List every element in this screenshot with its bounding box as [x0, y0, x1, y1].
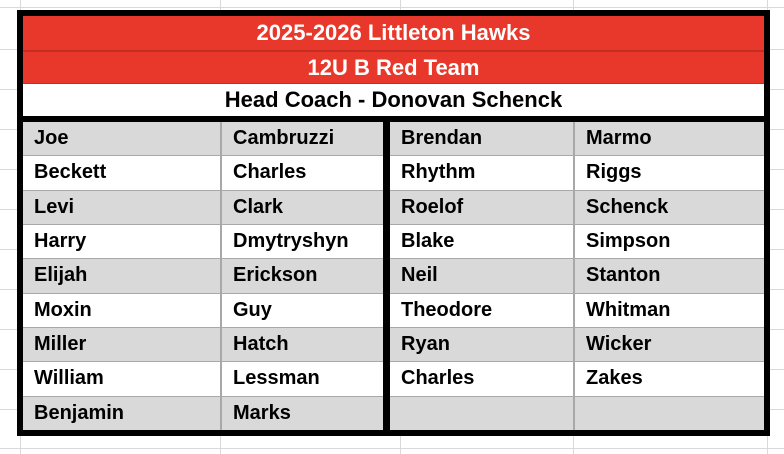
roster-row: Theodore Whitman: [390, 292, 764, 327]
player-first-name[interactable]: [390, 397, 573, 430]
player-first-name[interactable]: Theodore: [401, 298, 493, 321]
roster-row: Benjamin Marks: [23, 395, 383, 430]
roster-row: Ryan Wicker: [390, 326, 764, 362]
roster-row-empty: [390, 395, 764, 430]
roster-row: Levi Clark: [23, 189, 383, 224]
roster-grid: Joe Cambruzzi Beckett Charles Levi Clark…: [23, 122, 764, 430]
player-last-name[interactable]: Guy: [220, 293, 383, 327]
player-last-name[interactable]: Riggs: [573, 156, 764, 190]
player-first-name[interactable]: Rhythm: [401, 161, 476, 184]
roster-row: Elijah Erickson: [23, 258, 383, 293]
roster-row: Rhythm Riggs: [390, 155, 764, 190]
player-first-name[interactable]: Miller: [34, 333, 87, 356]
player-first-name[interactable]: Beckett: [34, 161, 107, 184]
player-first-name[interactable]: Benjamin: [34, 401, 125, 424]
player-last-name[interactable]: Dmytryshyn: [220, 224, 383, 259]
player-first-name[interactable]: Brendan: [401, 127, 483, 150]
player-last-name[interactable]: Cambruzzi: [220, 122, 383, 156]
player-last-name[interactable]: [573, 396, 764, 430]
player-first-name[interactable]: Elijah: [34, 264, 88, 287]
player-last-name[interactable]: Whitman: [573, 293, 764, 327]
player-first-name[interactable]: Ryan: [401, 333, 450, 356]
team-division-title[interactable]: 12U B Red Team: [307, 55, 480, 80]
roster-row: Blake Simpson: [390, 223, 764, 259]
player-last-name[interactable]: Hatch: [220, 327, 383, 362]
player-first-name[interactable]: Neil: [401, 264, 438, 287]
roster-row: Roelof Schenck: [390, 189, 764, 224]
player-last-name[interactable]: Clark: [220, 190, 383, 224]
player-last-name[interactable]: Simpson: [573, 224, 764, 259]
block-divider: [383, 122, 390, 430]
roster-row: Neil Stanton: [390, 258, 764, 293]
title-banner: 2025-2026 Littleton Hawks 12U B Red Team: [23, 16, 764, 84]
player-last-name[interactable]: Wicker: [573, 327, 764, 362]
roster-table: 2025-2026 Littleton Hawks 12U B Red Team…: [17, 10, 770, 436]
roster-right-block: Brendan Marmo Rhythm Riggs Roelof Schenc…: [390, 122, 764, 430]
roster-row: Charles Zakes: [390, 361, 764, 396]
gridline-horizontal: [0, 7, 784, 8]
player-first-name[interactable]: Blake: [401, 230, 455, 253]
roster-left-block: Joe Cambruzzi Beckett Charles Levi Clark…: [23, 122, 383, 430]
player-last-name[interactable]: Lessman: [220, 362, 383, 396]
player-last-name[interactable]: Zakes: [573, 362, 764, 396]
roster-row: Harry Dmytryshyn: [23, 223, 383, 259]
team-season-title[interactable]: 2025-2026 Littleton Hawks: [23, 16, 764, 52]
roster-row: Brendan Marmo: [390, 122, 764, 156]
player-first-name[interactable]: Roelof: [401, 195, 464, 218]
player-first-name[interactable]: Moxin: [34, 298, 92, 321]
player-last-name[interactable]: Charles: [220, 156, 383, 190]
roster-row: Beckett Charles: [23, 155, 383, 190]
player-last-name[interactable]: Marmo: [573, 122, 764, 156]
player-first-name[interactable]: Levi: [34, 195, 75, 218]
head-coach-row[interactable]: Head Coach - Donovan Schenck: [23, 84, 764, 122]
player-last-name[interactable]: Schenck: [573, 190, 764, 224]
player-first-name[interactable]: Charles: [401, 367, 475, 390]
roster-row: Miller Hatch: [23, 326, 383, 362]
player-first-name[interactable]: Joe: [34, 127, 69, 150]
roster-row: William Lessman: [23, 361, 383, 396]
player-first-name[interactable]: Harry: [34, 230, 87, 253]
player-last-name[interactable]: Marks: [220, 396, 383, 430]
roster-row: Moxin Guy: [23, 292, 383, 327]
roster-row: Joe Cambruzzi: [23, 122, 383, 156]
player-first-name[interactable]: William: [34, 367, 104, 390]
player-last-name[interactable]: Erickson: [220, 259, 383, 293]
player-last-name[interactable]: Stanton: [573, 259, 764, 293]
gridline-horizontal: [0, 448, 784, 449]
